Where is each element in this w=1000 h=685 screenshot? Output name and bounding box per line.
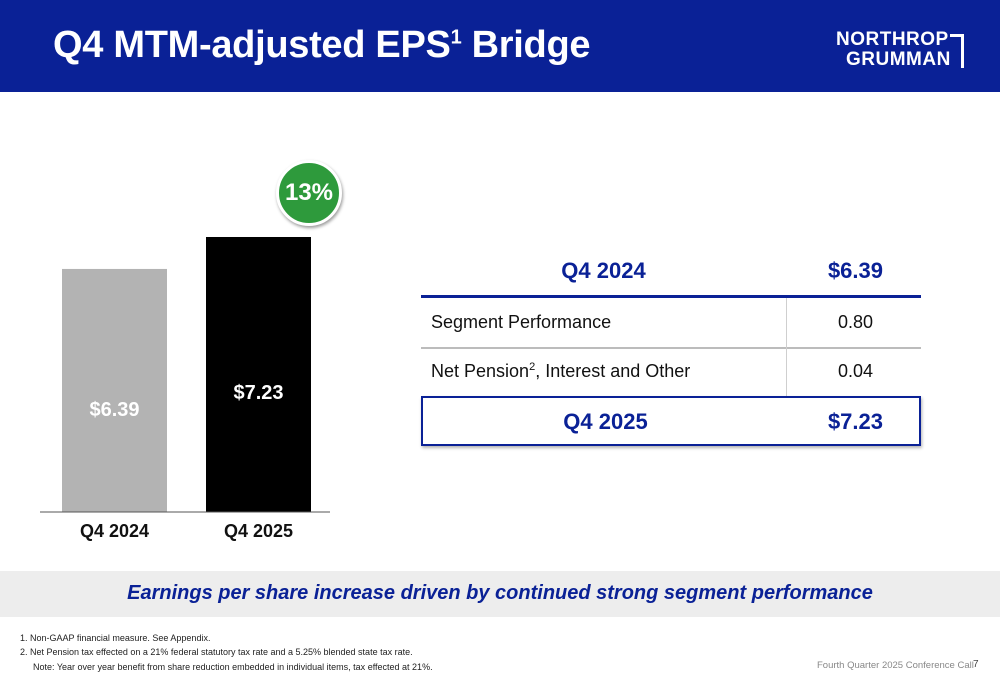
logo-line-1: NORTHROP xyxy=(836,29,949,50)
column-divider xyxy=(786,298,787,347)
summary-text: Earnings per share increase driven by co… xyxy=(127,582,873,604)
page-title: Q4 MTM-adjusted EPS1 Bridge xyxy=(53,24,591,66)
bar-q4-2024 xyxy=(62,268,167,512)
bar-q4-2025 xyxy=(206,236,311,512)
table-row: Net Pension2, Interest and Other 0.04 xyxy=(421,347,921,398)
header-bar: Q4 MTM-adjusted EPS1 Bridge NORTHROP GRU… xyxy=(0,0,1000,92)
x-tick-label: Q4 2024 xyxy=(80,521,149,541)
table-header-label: Q4 2024 xyxy=(561,258,646,283)
column-divider xyxy=(786,347,787,396)
summary-banner: Earnings per share increase driven by co… xyxy=(0,571,1000,617)
footnote-marker-1: 1 xyxy=(450,26,462,49)
row-label: Segment Performance xyxy=(431,312,612,332)
footer-text: Fourth Quarter 2025 Conference Call xyxy=(817,660,974,671)
growth-badge: 13% xyxy=(276,160,342,226)
page-number: 7 xyxy=(973,659,979,670)
footnote-marker-2: 2 xyxy=(529,361,536,373)
x-tick-label: Q4 2025 xyxy=(224,521,293,541)
row-label: Net Pension2, Interest and Other xyxy=(431,361,691,381)
footnote-2: 2. Net Pension tax effected on a 21% fed… xyxy=(20,647,413,657)
table-row: Segment Performance 0.80 xyxy=(421,298,921,349)
table-total-row: Q4 2025 $7.23 xyxy=(421,396,921,446)
total-label: Q4 2025 xyxy=(563,409,648,434)
logo-line-2: GRUMMAN xyxy=(846,49,951,70)
row-value: 0.80 xyxy=(837,312,873,332)
logo-bracket-icon xyxy=(950,34,964,68)
footnote-note: Note: Year over year benefit from share … xyxy=(33,662,433,672)
total-value: $7.23 xyxy=(827,409,883,434)
eps-bar-chart: $6.39 Q4 2024 $7.23 Q4 2025 xyxy=(40,236,330,541)
bar-data-label: $6.39 xyxy=(89,399,139,421)
table-header-row: Q4 2024 $6.39 xyxy=(421,246,921,298)
row-value: 0.04 xyxy=(837,361,873,381)
table-header-value: $6.39 xyxy=(827,258,883,283)
bar-data-label: $7.23 xyxy=(233,382,283,404)
company-logo: NORTHROP GRUMMAN xyxy=(836,30,981,72)
footnote-1: 1. Non-GAAP financial measure. See Appen… xyxy=(20,633,211,643)
